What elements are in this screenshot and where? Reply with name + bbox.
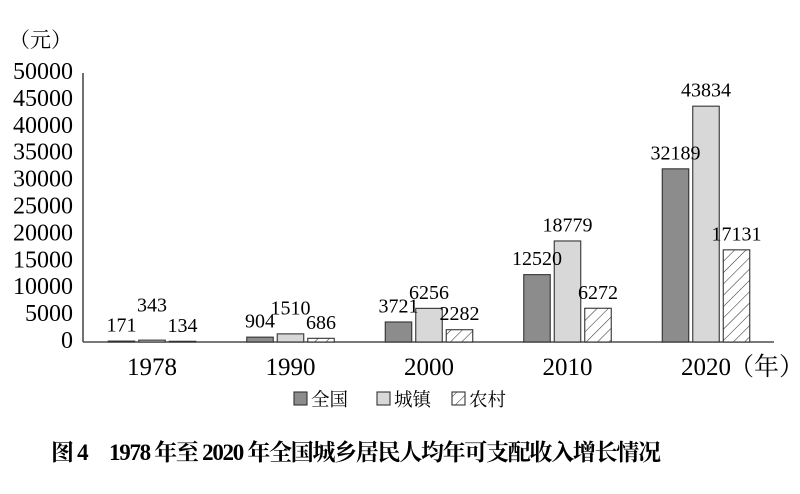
svg-text:343: 343 <box>137 295 167 317</box>
svg-text:0: 0 <box>61 328 73 354</box>
svg-text:城镇: 城镇 <box>394 390 433 411</box>
svg-text:15000: 15000 <box>13 247 73 273</box>
svg-text:50000: 50000 <box>13 59 73 85</box>
svg-text:40000: 40000 <box>13 113 73 139</box>
svg-text:18779: 18779 <box>543 214 593 236</box>
svg-text:图 4 1978 年至 2020 年全国城乡居民人均年可支配: 图 4 1978 年至 2020 年全国城乡居民人均年可支配收入增长情况 <box>51 439 661 465</box>
svg-text:1990: 1990 <box>266 354 316 381</box>
svg-text:35000: 35000 <box>13 140 73 166</box>
svg-text:10000: 10000 <box>13 274 73 300</box>
svg-text:5000: 5000 <box>25 301 73 327</box>
svg-text:134: 134 <box>168 315 198 337</box>
svg-text:农村: 农村 <box>469 390 506 411</box>
svg-text:30000: 30000 <box>13 167 73 193</box>
svg-text:（元）: （元） <box>9 28 72 52</box>
svg-text:2000: 2000 <box>404 354 454 381</box>
svg-text:全国: 全国 <box>311 390 348 411</box>
svg-text:2282: 2282 <box>440 303 480 325</box>
svg-text:17131: 17131 <box>712 223 762 245</box>
svg-text:45000: 45000 <box>13 86 73 112</box>
svg-text:20000: 20000 <box>13 220 73 246</box>
svg-text:43834: 43834 <box>681 80 731 102</box>
svg-text:25000: 25000 <box>13 194 73 220</box>
svg-text:2010: 2010 <box>543 354 593 381</box>
svg-text:6272: 6272 <box>578 282 618 304</box>
svg-text:（年）: （年） <box>729 353 800 381</box>
svg-text:1978: 1978 <box>127 354 177 381</box>
svg-text:2020: 2020 <box>681 354 731 381</box>
svg-text:6256: 6256 <box>409 282 449 304</box>
svg-text:686: 686 <box>306 312 336 334</box>
svg-text:1510: 1510 <box>271 297 311 319</box>
svg-text:171: 171 <box>107 315 137 337</box>
svg-text:32189: 32189 <box>651 142 701 164</box>
svg-text:12520: 12520 <box>512 248 562 270</box>
